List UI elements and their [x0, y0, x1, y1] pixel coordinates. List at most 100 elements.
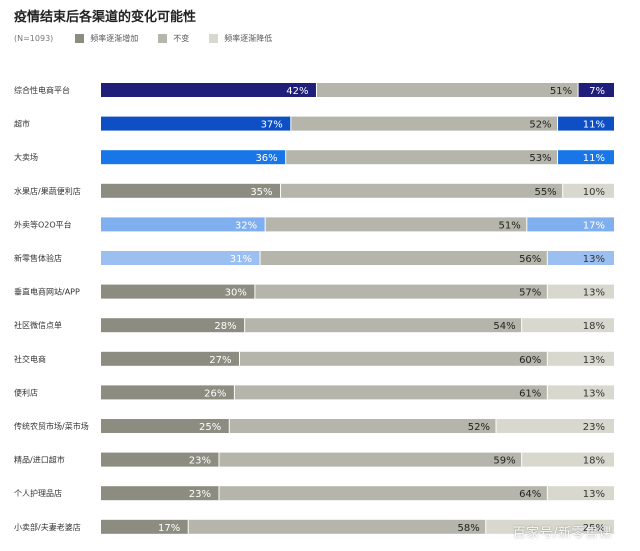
bar-segment-same [218, 452, 522, 467]
bar-segment-same [290, 116, 558, 131]
category-label: 新零售体验店 [14, 253, 62, 263]
bar-segment-increase [101, 385, 235, 400]
category-label: 超市 [14, 119, 30, 129]
value-label-increase: 36% [255, 153, 277, 164]
value-label-increase: 42% [286, 86, 308, 97]
value-label-increase: 30% [225, 288, 247, 299]
value-label-increase: 26% [204, 388, 226, 399]
value-label-decrease: 13% [583, 288, 605, 299]
bar-segment-increase [101, 217, 266, 232]
category-label: 大卖场 [14, 152, 38, 162]
value-label-decrease: 23% [583, 422, 605, 433]
value-label-decrease: 11% [583, 153, 605, 164]
category-label: 便利店 [14, 387, 38, 397]
bar-segment-same [218, 486, 548, 501]
bar-segment-increase [101, 452, 219, 467]
value-label-increase: 23% [189, 456, 211, 467]
bar-segment-decrease [547, 385, 614, 400]
bar-segment-increase [101, 150, 286, 165]
value-label-increase: 25% [199, 422, 221, 433]
legend-item-decrease: 频率逐渐降低 [209, 33, 272, 44]
value-label-same: 61% [519, 388, 541, 399]
value-label-increase: 32% [235, 220, 257, 231]
legend-item-increase: 频率逐渐增加 [75, 33, 138, 44]
bar-segment-decrease [562, 183, 614, 198]
bar-segment-decrease [521, 318, 614, 333]
bar-segment-decrease [557, 116, 614, 131]
value-label-decrease: 17% [583, 220, 605, 231]
bar-segment-same [265, 217, 527, 232]
value-label-same: 64% [519, 489, 541, 500]
bar-segment-decrease [547, 486, 614, 501]
bar-segment-decrease [485, 519, 614, 534]
value-label-increase: 27% [209, 355, 231, 366]
value-label-decrease: 13% [583, 489, 605, 500]
bar-segment-same [254, 284, 548, 299]
bar-segment-increase [101, 351, 240, 366]
bar-segment-same [285, 150, 558, 165]
bar-segment-increase [101, 83, 317, 97]
value-label-same: 54% [493, 321, 515, 332]
category-label: 传统农贸市场/菜市场 [14, 421, 89, 431]
sample-size: (N=1093) [14, 33, 54, 43]
value-label-increase: 35% [250, 187, 272, 198]
value-label-same: 55% [534, 187, 556, 198]
bar-segment-decrease [547, 351, 614, 366]
legend-label-increase: 频率逐渐增加 [90, 33, 139, 43]
value-label-increase: 31% [230, 254, 252, 265]
legend-swatch-decrease [209, 33, 219, 43]
value-label-same: 56% [519, 254, 541, 265]
value-label-decrease: 10% [583, 187, 605, 198]
watermark-text: 百家号/新零售课 [512, 526, 612, 541]
value-label-same: 52% [468, 422, 490, 433]
bar-segment-increase [101, 486, 219, 501]
bar-segment-same [260, 251, 548, 265]
value-label-decrease: 25% [583, 523, 605, 534]
bar-segment-decrease [547, 284, 614, 299]
value-label-decrease: 11% [583, 120, 605, 131]
bar-segment-increase [101, 183, 281, 198]
category-label: 外卖等O2O平台 [14, 219, 72, 229]
bar-segment-same [316, 83, 579, 97]
bar-segment-increase [101, 318, 245, 333]
bar-segment-same [244, 318, 522, 333]
category-label: 社交电商 [14, 354, 46, 364]
bar-segment-decrease [526, 217, 614, 232]
category-label: 垂直电商网站/APP [14, 287, 80, 297]
bar-segment-increase [101, 284, 255, 299]
bar-segment-decrease [557, 150, 614, 165]
bar-segment-same [188, 519, 486, 534]
bar-segment-decrease [578, 83, 614, 97]
value-label-same: 51% [550, 86, 572, 97]
value-label-decrease: 13% [583, 388, 605, 399]
legend-label-same: 不变 [173, 33, 190, 43]
legend: (N=1093) 频率逐渐增加 不变 频率逐渐降低 [14, 31, 292, 45]
value-label-decrease: 13% [583, 254, 605, 265]
bar-segment-increase [101, 116, 291, 131]
value-label-increase: 28% [214, 321, 236, 332]
value-label-same: 52% [529, 120, 551, 131]
bar-segment-increase [101, 251, 261, 265]
chart-title: 疫情结束后各渠道的变化可能性 [14, 10, 197, 25]
value-label-same: 51% [499, 220, 521, 231]
legend-item-same: 不变 [158, 33, 189, 44]
bar-segment-increase [101, 519, 189, 534]
value-label-decrease: 13% [583, 355, 605, 366]
category-label: 小卖部/夫妻老婆店 [14, 522, 81, 532]
category-label: 精品/进口超市 [14, 455, 65, 465]
value-label-increase: 23% [189, 489, 211, 500]
bar-segment-decrease [496, 419, 614, 433]
category-label: 社区微信点单 [14, 320, 62, 330]
value-label-same: 59% [493, 456, 515, 467]
bar-segment-increase [101, 419, 230, 433]
bar-segment-same [280, 183, 563, 198]
legend-label-decrease: 频率逐渐降低 [224, 33, 273, 43]
category-label: 水果店/果蔬便利店 [14, 186, 81, 196]
value-label-same: 57% [519, 288, 541, 299]
legend-swatch-same [158, 33, 168, 43]
bar-segment-decrease [547, 251, 614, 265]
value-label-decrease: 7% [589, 86, 605, 97]
value-label-increase: 17% [158, 523, 180, 534]
value-label-decrease: 18% [583, 456, 605, 467]
